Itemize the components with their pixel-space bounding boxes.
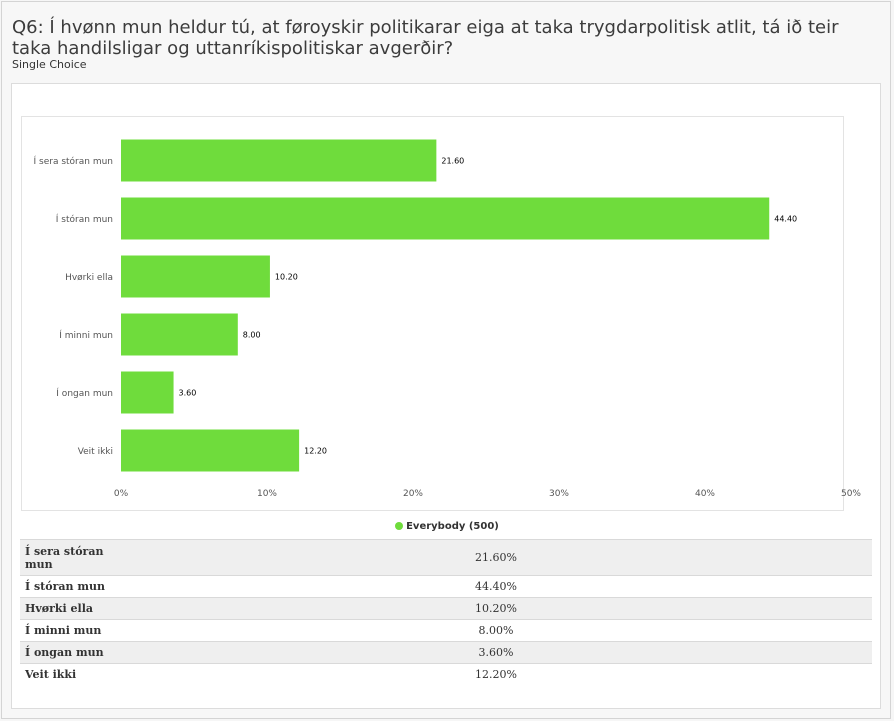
question-type: Single Choice [12,58,87,71]
row-label: Í ongan mun [20,641,120,664]
x-tick-label: 40% [695,489,715,499]
category-label: Veit ikki [78,447,113,457]
data-label: 44.40 [774,215,797,224]
bar [121,255,270,298]
legend[interactable]: Everybody (500) [0,521,894,532]
bar [121,139,437,182]
table-row: Veit ikki 12.20% [20,663,872,685]
row-value: 3.60% [120,641,872,664]
category-label: Í sera stóran mun [34,155,114,167]
row-label: Í minni mun [20,619,120,642]
x-tick-label: 10% [257,489,277,499]
bar [121,371,174,414]
x-tick-label: 30% [549,489,569,499]
row-value: 10.20% [120,597,872,620]
category-label: Hvørki ella [65,273,113,283]
legend-label: Everybody (500) [406,521,499,532]
data-label: 8.00 [243,331,261,340]
data-label: 21.60 [441,157,464,166]
legend-swatch [395,522,404,530]
x-tick-label: 20% [403,489,423,499]
bar [121,197,770,240]
row-label: Í stóran mun [20,575,120,598]
row-label: Í sera stóran mun [20,539,120,576]
table-row: Í stóran mun 44.40% [20,575,872,598]
data-label: 12.20 [304,447,327,456]
row-label: Hvørki ella [20,597,120,620]
data-label: 10.20 [275,273,298,282]
category-label: Í ongan mun [56,387,113,399]
x-tick-label: 50% [841,489,861,499]
row-value: 21.60% [120,539,872,576]
table-row: Hvørki ella 10.20% [20,597,872,620]
row-value: 44.40% [120,575,872,598]
bar [121,313,238,356]
x-tick-label: 0% [114,489,129,499]
data-table: Í sera stóran mun 21.60% Í stóran mun 44… [20,539,872,685]
bar-chart: Í sera stóran mun 21.60 Í stóran mun 44.40 H… [34,139,861,499]
table-row: Í ongan mun 3.60% [20,641,872,664]
row-label: Veit ikki [20,663,120,685]
question-title: Q6: Í hvønn mun heldur tú, at føroyskir … [12,17,839,59]
bar [121,429,300,472]
table-row: Í minni mun 8.00% [20,619,872,642]
data-label: 3.60 [179,389,197,398]
category-label: Í stóran mun [56,213,113,225]
category-label: Í minni mun [59,329,113,341]
table-row: Í sera stóran mun 21.60% [20,539,872,576]
row-value: 12.20% [120,663,872,685]
row-value: 8.00% [120,619,872,642]
